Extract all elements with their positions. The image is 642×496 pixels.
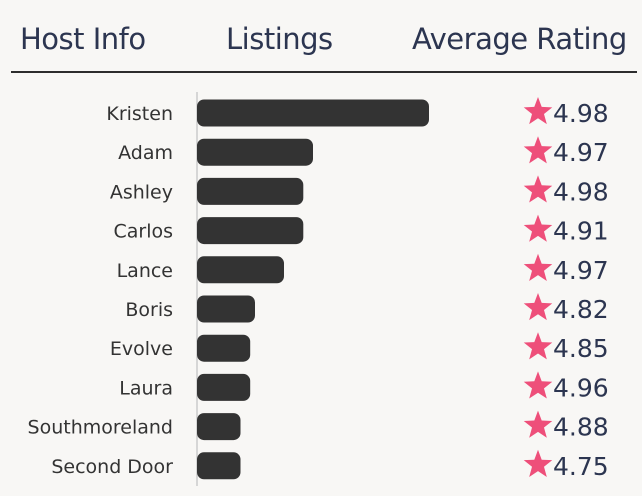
average-rating-value: 4.88: [553, 413, 609, 442]
average-rating-value: 4.75: [553, 452, 609, 481]
average-rating-value: 4.98: [553, 99, 609, 128]
host-name-label: Carlos: [113, 221, 173, 243]
average-rating-value: 4.96: [553, 373, 609, 402]
star-icon: [523, 214, 553, 242]
listings-bar: [197, 217, 304, 245]
host-name-label: Laura: [119, 377, 173, 399]
average-rating-value: 4.82: [553, 295, 609, 324]
listings-bar: [197, 99, 429, 127]
host-name-label: Adam: [118, 142, 173, 164]
average-rating-value: 4.97: [553, 256, 609, 285]
listings-bar: [197, 177, 304, 205]
host-name-label: Boris: [125, 299, 173, 321]
star-icon: [523, 136, 553, 164]
host-name-label: Lance: [117, 260, 173, 282]
average-rating-value: 4.85: [553, 334, 609, 363]
listings-bar: [197, 295, 255, 323]
star-icon: [523, 410, 553, 438]
average-rating-header: Average Rating: [412, 22, 627, 56]
listings-bar: [197, 373, 251, 401]
host-name-label: Evolve: [110, 338, 173, 360]
star-icon: [523, 332, 553, 360]
listings-header: Listings: [226, 22, 333, 56]
star-icon: [523, 371, 553, 399]
listings-bar: [197, 413, 241, 441]
listings-bar: [197, 334, 251, 362]
star-icon: [523, 293, 553, 321]
header-divider: [11, 71, 637, 73]
host-name-label: Southmoreland: [28, 417, 173, 439]
listings-bar: [197, 256, 284, 284]
average-rating-value: 4.98: [553, 177, 609, 206]
host-info-header: Host Info: [20, 22, 146, 56]
listings-bar: [197, 138, 313, 166]
star-icon: [523, 97, 553, 125]
average-rating-value: 4.97: [553, 138, 609, 167]
star-icon: [523, 449, 553, 477]
star-icon: [523, 175, 553, 203]
table-header: Host Info Listings Average Rating: [0, 0, 642, 72]
listings-bar: [197, 452, 241, 480]
star-icon: [523, 253, 553, 281]
host-name-label: Kristen: [106, 103, 173, 125]
host-name-label: Ashley: [110, 181, 173, 203]
host-name-label: Second Door: [51, 456, 173, 478]
average-rating-value: 4.91: [553, 217, 609, 246]
